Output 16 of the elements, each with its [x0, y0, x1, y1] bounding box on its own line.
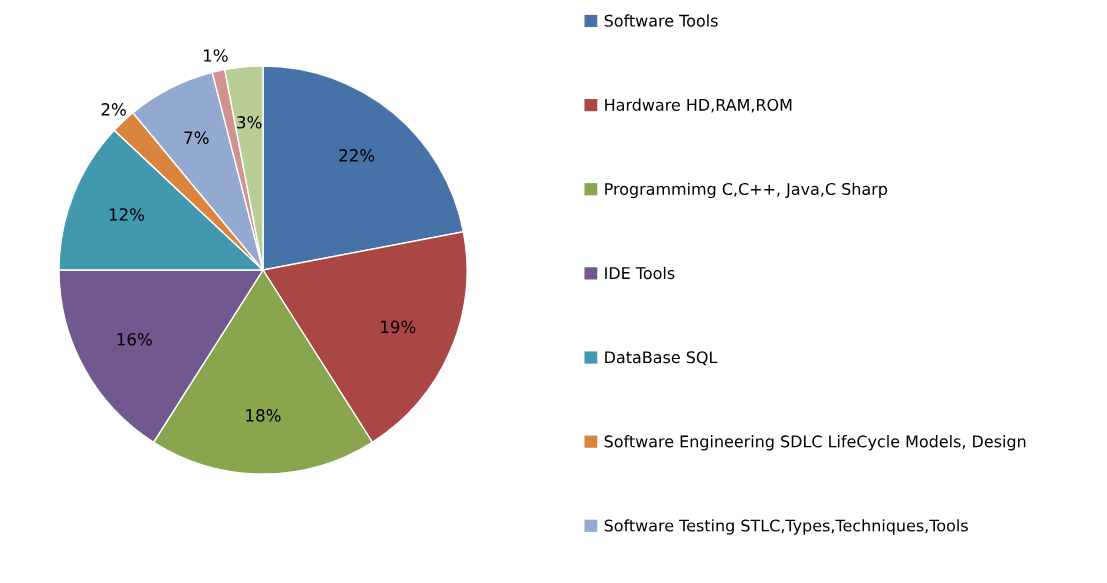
data-label: 22%: [339, 149, 375, 162]
legend-label: Software Tools: [604, 14, 718, 27]
data-label: 2%: [101, 103, 126, 116]
data-label: 12%: [109, 208, 145, 221]
data-label: 7%: [184, 131, 209, 144]
data-label: 16%: [117, 332, 152, 346]
legend-label: Hardware HD,RAM,ROM: [605, 98, 792, 113]
data-label: 18%: [246, 409, 281, 422]
legend-label: Software Testing STLC,Types,Techniques,Tools: [604, 519, 968, 535]
data-label: 1%: [203, 49, 228, 62]
legend-label: IDE Tools: [605, 266, 675, 280]
legend-label: DataBase SQL: [605, 351, 718, 366]
data-label: 19%: [381, 320, 416, 334]
data-label: 3%: [237, 116, 262, 129]
legend-label: Programmimg C,C++, Java,C Sharp: [605, 182, 888, 199]
legend-label: Software Engineering SDLC LifeCycle Models, Design: [604, 435, 1026, 451]
